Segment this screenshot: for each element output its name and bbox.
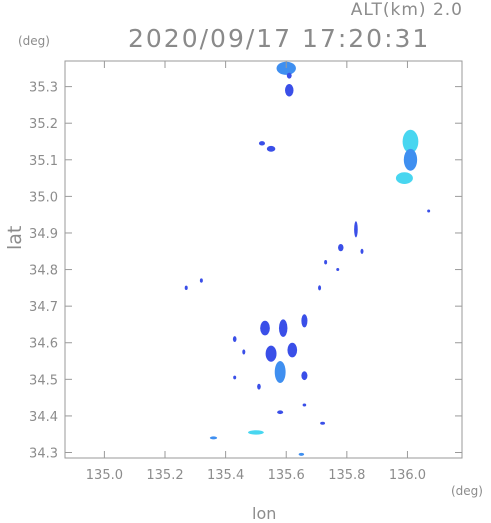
x-axis-label: lon (252, 504, 277, 523)
echo-cell (260, 320, 270, 336)
y-tick-label: 35.0 (29, 190, 58, 205)
echo-cell (274, 361, 286, 383)
echo-cell (318, 285, 322, 291)
echo-cell (301, 371, 308, 381)
y-tick-label: 34.6 (29, 337, 58, 352)
y-tick-label: 35.1 (29, 154, 58, 169)
y-tick-label: 34.8 (29, 264, 58, 279)
echo-cell (320, 421, 326, 425)
y-axis-unit: (deg) (18, 34, 50, 48)
y-tick-label: 34.3 (29, 447, 58, 462)
x-tick-label: 135.6 (268, 468, 305, 483)
echo-cell (336, 268, 340, 272)
echo-cell (248, 430, 264, 435)
altitude-label: ALT(km) 2.0 (350, 0, 463, 20)
echo-cell (395, 172, 413, 184)
echo-cell (287, 342, 298, 358)
plot-frame (64, 60, 463, 459)
x-tick-label: 135.8 (328, 468, 365, 483)
tick-layer: 135.0 135.2 135.4 135.6 135.8 136.0 35.3 35.2 35… (29, 61, 462, 483)
echo-cell (285, 84, 294, 97)
echo-cell (265, 345, 277, 362)
y-tick-label: 35.3 (29, 81, 58, 96)
echo-cell (257, 383, 261, 390)
echo-cell (258, 141, 266, 146)
echo-cell (276, 61, 296, 75)
echo-cell (402, 129, 419, 154)
echo-cell (277, 410, 284, 415)
echo-cell (278, 319, 288, 337)
x-tick-label: 135.0 (86, 468, 123, 483)
x-tick-label: 135.2 (146, 468, 183, 483)
echo-cell (298, 452, 305, 456)
echo-cell (302, 403, 307, 407)
y-tick-label: 34.7 (29, 300, 58, 315)
echo-cell (338, 243, 344, 252)
echo-cell (242, 349, 246, 355)
timestamp-title: 2020/09/17 17:20:31 (128, 24, 431, 53)
echo-cell (403, 148, 418, 171)
x-tick-label: 135.4 (207, 468, 244, 483)
echo-cell (360, 248, 364, 254)
echo-cell (266, 145, 276, 152)
echo-cell (354, 221, 358, 238)
echo-cell (184, 285, 188, 291)
echo-layer (184, 61, 431, 456)
x-axis-unit: (deg) (451, 484, 483, 498)
y-tick-label: 34.4 (29, 410, 58, 425)
echo-cell (233, 375, 237, 380)
y-tick-label: 35.2 (29, 117, 58, 132)
echo-cell (209, 436, 218, 440)
echo-cell (232, 336, 237, 343)
echo-cell (301, 314, 308, 328)
y-tick-label: 34.9 (29, 227, 58, 242)
echo-cell (286, 72, 292, 79)
echo-cell (427, 209, 431, 213)
echo-cell (324, 260, 328, 265)
y-tick-label: 34.5 (29, 373, 58, 388)
x-tick-label: 136.0 (389, 468, 426, 483)
echo-cell (199, 278, 203, 283)
